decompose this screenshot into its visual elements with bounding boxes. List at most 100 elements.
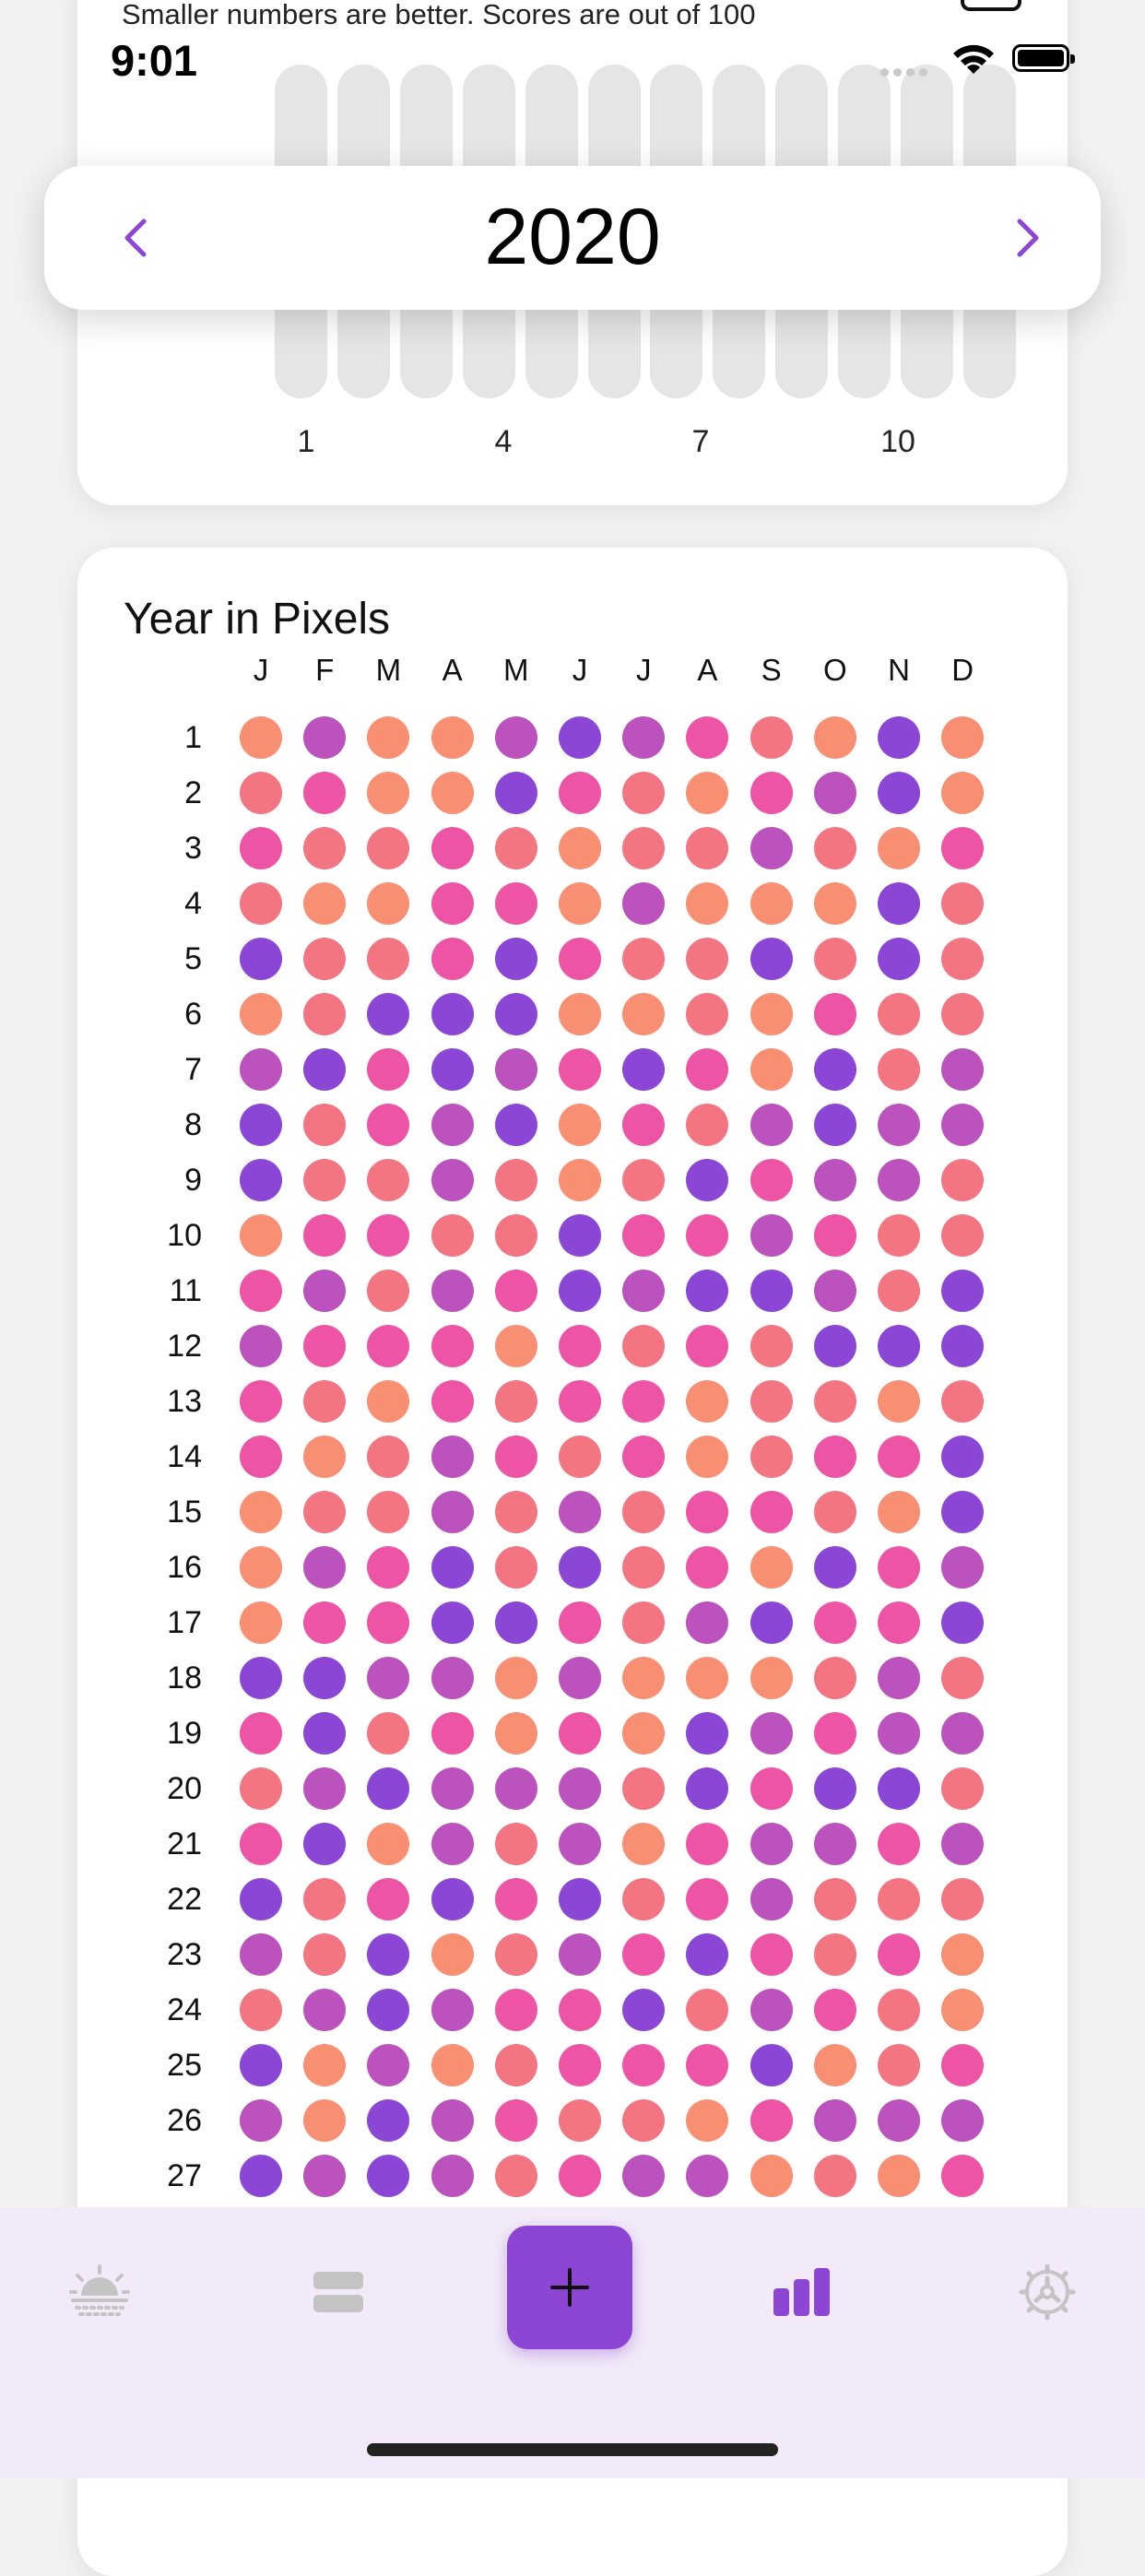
- day-pixel[interactable]: [559, 1767, 601, 1810]
- day-pixel[interactable]: [878, 772, 920, 814]
- day-pixel[interactable]: [367, 882, 410, 925]
- day-pixel[interactable]: [686, 938, 729, 980]
- day-pixel[interactable]: [240, 1767, 282, 1810]
- day-pixel[interactable]: [878, 1048, 920, 1091]
- day-pixel[interactable]: [559, 1712, 601, 1755]
- day-pixel[interactable]: [750, 1601, 793, 1644]
- day-pixel[interactable]: [878, 1159, 920, 1201]
- day-pixel[interactable]: [367, 993, 410, 1035]
- day-pixel[interactable]: [750, 1989, 793, 2031]
- day-pixel[interactable]: [750, 993, 793, 1035]
- day-pixel[interactable]: [750, 1159, 793, 1201]
- day-pixel[interactable]: [750, 1048, 793, 1091]
- day-pixel[interactable]: [431, 882, 474, 925]
- chevron-left-icon[interactable]: [109, 210, 164, 266]
- day-pixel[interactable]: [941, 1270, 985, 1312]
- day-pixel[interactable]: [367, 1767, 410, 1810]
- day-pixel[interactable]: [941, 1933, 985, 1976]
- day-pixel[interactable]: [686, 1712, 729, 1755]
- day-pixel[interactable]: [303, 1214, 347, 1257]
- day-pixel[interactable]: [622, 1601, 666, 1644]
- day-pixel[interactable]: [941, 1546, 985, 1589]
- day-pixel[interactable]: [750, 938, 793, 980]
- day-pixel[interactable]: [622, 1767, 666, 1810]
- day-pixel[interactable]: [686, 1325, 729, 1367]
- day-pixel[interactable]: [622, 1878, 666, 1920]
- day-pixel[interactable]: [431, 2044, 474, 2086]
- day-pixel[interactable]: [494, 1380, 537, 1423]
- day-pixel[interactable]: [622, 1104, 666, 1146]
- day-pixel[interactable]: [686, 1657, 729, 1699]
- day-pixel[interactable]: [813, 2099, 856, 2142]
- day-pixel[interactable]: [622, 938, 666, 980]
- day-pixel[interactable]: [431, 1933, 474, 1976]
- day-pixel[interactable]: [240, 1601, 282, 1644]
- day-pixel[interactable]: [750, 1436, 793, 1478]
- day-pixel[interactable]: [367, 1048, 410, 1091]
- day-pixel[interactable]: [303, 1989, 347, 2031]
- day-pixel[interactable]: [686, 1214, 729, 1257]
- day-pixel[interactable]: [240, 2099, 282, 2142]
- day-pixel[interactable]: [494, 938, 537, 980]
- day-pixel[interactable]: [559, 1933, 601, 1976]
- day-pixel[interactable]: [559, 938, 601, 980]
- day-pixel[interactable]: [622, 1270, 666, 1312]
- day-pixel[interactable]: [367, 1546, 410, 1589]
- day-pixel[interactable]: [240, 1048, 282, 1091]
- day-pixel[interactable]: [559, 1325, 601, 1367]
- day-pixel[interactable]: [240, 1933, 282, 1976]
- day-pixel[interactable]: [431, 716, 474, 759]
- day-pixel[interactable]: [813, 1546, 856, 1589]
- day-pixel[interactable]: [367, 827, 410, 869]
- day-pixel[interactable]: [686, 1823, 729, 1865]
- day-pixel[interactable]: [878, 1491, 920, 1533]
- day-pixel[interactable]: [494, 827, 537, 869]
- day-pixel[interactable]: [303, 1657, 347, 1699]
- day-pixel[interactable]: [303, 1159, 347, 1201]
- day-pixel[interactable]: [431, 1601, 474, 1644]
- day-pixel[interactable]: [240, 882, 282, 925]
- day-pixel[interactable]: [813, 1933, 856, 1976]
- day-pixel[interactable]: [240, 1657, 282, 1699]
- day-pixel[interactable]: [941, 1657, 985, 1699]
- day-pixel[interactable]: [303, 2044, 347, 2086]
- day-pixel[interactable]: [941, 772, 985, 814]
- day-pixel[interactable]: [240, 1159, 282, 1201]
- day-pixel[interactable]: [240, 1436, 282, 1478]
- day-pixel[interactable]: [878, 1989, 920, 2031]
- day-pixel[interactable]: [494, 1214, 537, 1257]
- day-pixel[interactable]: [240, 938, 282, 980]
- day-pixel[interactable]: [494, 1048, 537, 1091]
- day-pixel[interactable]: [878, 1325, 920, 1367]
- day-pixel[interactable]: [813, 1325, 856, 1367]
- chevron-right-icon[interactable]: [999, 210, 1055, 266]
- day-pixel[interactable]: [303, 1104, 347, 1146]
- day-pixel[interactable]: [367, 1325, 410, 1367]
- day-pixel[interactable]: [559, 993, 601, 1035]
- day-pixel[interactable]: [813, 938, 856, 980]
- day-pixel[interactable]: [494, 1989, 537, 2031]
- day-pixel[interactable]: [494, 1491, 537, 1533]
- day-pixel[interactable]: [813, 1491, 856, 1533]
- day-pixel[interactable]: [367, 2044, 410, 2086]
- day-pixel[interactable]: [686, 1601, 729, 1644]
- day-pixel[interactable]: [494, 993, 537, 1035]
- day-pixel[interactable]: [622, 1933, 666, 1976]
- day-pixel[interactable]: [750, 1657, 793, 1699]
- day-pixel[interactable]: [622, 1159, 666, 1201]
- day-pixel[interactable]: [303, 772, 347, 814]
- day-pixel[interactable]: [813, 716, 856, 759]
- day-pixel[interactable]: [686, 1104, 729, 1146]
- day-pixel[interactable]: [813, 1712, 856, 1755]
- day-pixel[interactable]: [303, 716, 347, 759]
- day-pixel[interactable]: [240, 1546, 282, 1589]
- day-pixel[interactable]: [878, 1657, 920, 1699]
- day-pixel[interactable]: [494, 1601, 537, 1644]
- day-pixel[interactable]: [367, 1989, 410, 2031]
- day-pixel[interactable]: [941, 1767, 985, 1810]
- day-pixel[interactable]: [750, 1380, 793, 1423]
- day-pixel[interactable]: [240, 2044, 282, 2086]
- day-pixel[interactable]: [494, 1436, 537, 1478]
- day-pixel[interactable]: [813, 1380, 856, 1423]
- day-pixel[interactable]: [686, 2155, 729, 2197]
